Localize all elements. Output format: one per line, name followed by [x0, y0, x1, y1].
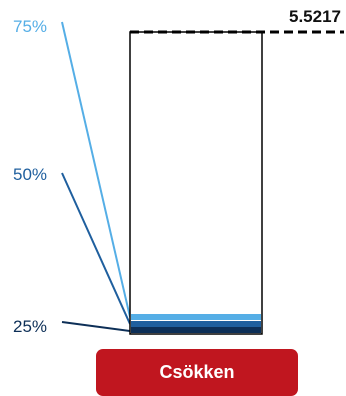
percentile-band-25: [131, 327, 261, 333]
percentile-label-75: 75%: [13, 17, 47, 36]
percentile-band-50: [131, 321, 261, 327]
percentile-band-75: [131, 314, 261, 320]
trend-button[interactable]: Csökken: [96, 349, 298, 396]
percentile-label-50: 50%: [13, 165, 47, 184]
connector-line-50: [61, 172, 131, 325]
connector-line-25: [61, 321, 131, 332]
bar: [129, 31, 263, 335]
connector-line-75: [61, 21, 131, 318]
percentile-label-25: 25%: [13, 317, 47, 336]
value-label: 5.5217: [289, 7, 341, 26]
